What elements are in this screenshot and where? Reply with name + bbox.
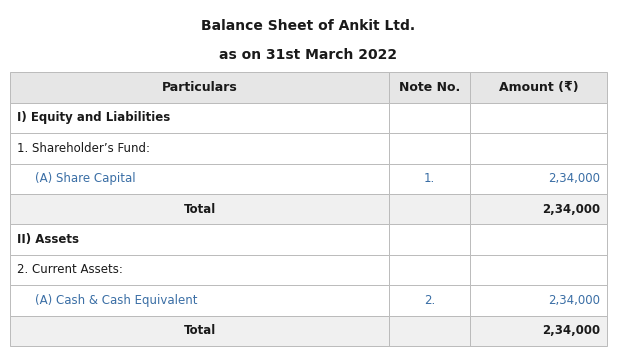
Bar — [10, 225, 389, 255]
Text: 2,34,000: 2,34,000 — [542, 203, 600, 216]
Text: II) Assets: II) Assets — [17, 233, 79, 246]
Bar — [470, 103, 607, 133]
Text: as on 31st March 2022: as on 31st March 2022 — [220, 48, 397, 62]
Bar — [10, 72, 389, 103]
Text: I) Equity and Liabilities: I) Equity and Liabilities — [17, 112, 170, 125]
Bar — [389, 316, 470, 346]
Text: 2,34,000: 2,34,000 — [548, 172, 600, 185]
Text: Particulars: Particulars — [162, 81, 238, 94]
Text: 2,34,000: 2,34,000 — [542, 324, 600, 337]
Bar — [10, 133, 389, 163]
Bar — [389, 72, 470, 103]
Bar — [470, 255, 607, 285]
Bar — [10, 316, 389, 346]
Bar — [389, 225, 470, 255]
Bar — [389, 255, 470, 285]
Bar — [389, 103, 470, 133]
Text: (A) Cash & Cash Equivalent: (A) Cash & Cash Equivalent — [35, 294, 197, 307]
Text: Amount (₹): Amount (₹) — [499, 81, 578, 94]
Bar — [470, 285, 607, 316]
Text: 1. Shareholder’s Fund:: 1. Shareholder’s Fund: — [17, 142, 150, 155]
Bar — [10, 163, 389, 194]
Text: 2.: 2. — [424, 294, 435, 307]
Text: Balance Sheet of Ankit Ltd.: Balance Sheet of Ankit Ltd. — [201, 19, 416, 34]
Bar — [389, 194, 470, 225]
Bar — [470, 163, 607, 194]
Bar — [470, 316, 607, 346]
Bar — [10, 103, 389, 133]
Text: Total: Total — [183, 324, 215, 337]
Bar — [389, 163, 470, 194]
Text: Total: Total — [183, 203, 215, 216]
Bar — [470, 72, 607, 103]
Bar — [10, 285, 389, 316]
Text: Note No.: Note No. — [399, 81, 460, 94]
Bar — [389, 285, 470, 316]
Bar — [470, 133, 607, 163]
Bar — [10, 194, 389, 225]
Bar — [470, 194, 607, 225]
Text: 1.: 1. — [424, 172, 435, 185]
Text: 2. Current Assets:: 2. Current Assets: — [17, 263, 123, 276]
Bar — [389, 133, 470, 163]
Bar — [10, 255, 389, 285]
Text: (A) Share Capital: (A) Share Capital — [35, 172, 136, 185]
Text: 2,34,000: 2,34,000 — [548, 294, 600, 307]
Bar — [470, 225, 607, 255]
